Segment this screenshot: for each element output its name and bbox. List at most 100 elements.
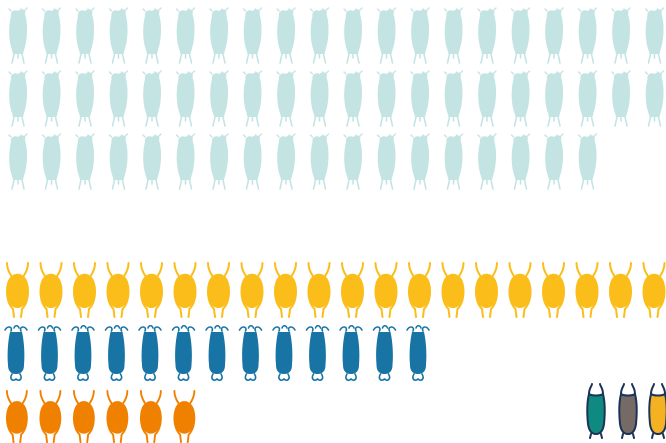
seated-figure-icon bbox=[242, 133, 263, 190]
legend-gray-figure bbox=[618, 383, 638, 439]
seated-figure-icon bbox=[276, 133, 296, 190]
swirl-figure-icon bbox=[104, 324, 129, 381]
seated-figure-icon bbox=[75, 133, 95, 190]
seated-figure-icon bbox=[343, 70, 363, 127]
seated-figure-icon bbox=[309, 133, 330, 190]
seated-figure-icon bbox=[41, 70, 62, 127]
seated-figure-icon bbox=[544, 133, 564, 190]
horned-figure-icon bbox=[5, 389, 28, 443]
seated-figure-icon bbox=[611, 70, 631, 127]
horned-figure-icon bbox=[407, 262, 432, 318]
horned-figure-icon bbox=[307, 262, 331, 318]
seated-figure-icon bbox=[8, 70, 28, 127]
swirl-figure-icon bbox=[305, 324, 330, 381]
swirl-figure-icon bbox=[272, 324, 296, 381]
seated-figure-icon bbox=[510, 70, 531, 127]
horned-figure-icon bbox=[173, 262, 197, 318]
seated-figure-icon bbox=[276, 7, 296, 64]
legend-yellow-figure bbox=[648, 383, 666, 439]
seated-figure-icon bbox=[108, 133, 129, 190]
horned-figure-icon bbox=[72, 262, 97, 318]
horned-figure-icon bbox=[642, 262, 666, 318]
amber-group bbox=[5, 262, 666, 318]
seated-figure-icon bbox=[644, 70, 665, 127]
seated-figure-icon bbox=[376, 7, 397, 64]
swirl-figure-icon bbox=[406, 324, 430, 381]
seated-figure-icon bbox=[376, 133, 397, 190]
horned-figure-icon bbox=[72, 389, 95, 443]
seated-figure-icon bbox=[477, 133, 497, 190]
seated-figure-icon bbox=[644, 7, 665, 64]
horned-figure-icon bbox=[39, 262, 63, 318]
seated-figure-icon bbox=[75, 70, 95, 127]
seated-figure-icon bbox=[209, 7, 229, 64]
swirl-figure-icon bbox=[205, 324, 229, 381]
seated-figure-icon bbox=[41, 133, 62, 190]
horned-figure-icon bbox=[508, 262, 532, 318]
horned-figure-icon bbox=[240, 262, 264, 318]
swirl-figure-icon bbox=[71, 324, 95, 381]
legend bbox=[586, 383, 666, 439]
seated-figure-icon bbox=[309, 70, 330, 127]
horned-figure-icon bbox=[441, 262, 465, 318]
seated-figure-icon bbox=[577, 7, 598, 64]
seated-figure-icon bbox=[8, 7, 28, 64]
swirl-figure-icon bbox=[171, 324, 196, 381]
seated-figure-icon bbox=[242, 7, 263, 64]
seated-figure-icon bbox=[410, 133, 430, 190]
seated-figure-icon bbox=[242, 70, 263, 127]
seated-figure-icon bbox=[175, 7, 196, 64]
horned-figure-icon bbox=[206, 262, 231, 318]
seated-figure-icon bbox=[477, 70, 497, 127]
horned-figure-icon bbox=[474, 262, 499, 318]
seated-figure-icon bbox=[276, 70, 296, 127]
swirl-figure-icon bbox=[37, 324, 62, 381]
seated-figure-icon bbox=[544, 7, 564, 64]
seated-figure-icon bbox=[108, 7, 129, 64]
seated-figure-icon bbox=[443, 70, 464, 127]
horned-figure-icon bbox=[575, 262, 599, 318]
seated-figure-icon bbox=[209, 133, 229, 190]
horned-figure-icon bbox=[5, 262, 30, 318]
swirl-figure-icon bbox=[4, 324, 28, 381]
horned-figure-icon bbox=[139, 262, 164, 318]
seated-figure-icon bbox=[510, 7, 531, 64]
horned-figure-icon bbox=[39, 389, 62, 443]
seated-figure-icon bbox=[75, 7, 95, 64]
light-teal-group bbox=[8, 7, 665, 190]
swirl-figure-icon bbox=[238, 324, 263, 381]
horned-figure-icon bbox=[340, 262, 365, 318]
horned-figure-icon bbox=[106, 389, 129, 443]
seated-figure-icon bbox=[142, 133, 162, 190]
seated-figure-icon bbox=[142, 70, 162, 127]
orange-group bbox=[5, 389, 196, 443]
horned-figure-icon bbox=[106, 262, 130, 318]
seated-figure-icon bbox=[544, 70, 564, 127]
seated-figure-icon bbox=[443, 133, 464, 190]
seated-figure-icon bbox=[142, 7, 162, 64]
seated-figure-icon bbox=[410, 7, 430, 64]
horned-figure-icon bbox=[608, 262, 633, 318]
seated-figure-icon bbox=[577, 70, 598, 127]
horned-figure-icon bbox=[139, 389, 162, 443]
seated-figure-icon bbox=[611, 7, 631, 64]
horned-figure-icon bbox=[374, 262, 398, 318]
legend-teal-figure bbox=[586, 383, 606, 439]
swirl-figure-icon bbox=[372, 324, 397, 381]
horned-figure-icon bbox=[541, 262, 566, 318]
swirl-figure-icon bbox=[339, 324, 363, 381]
seated-figure-icon bbox=[175, 133, 196, 190]
seated-figure-icon bbox=[477, 7, 497, 64]
seated-figure-icon bbox=[510, 133, 531, 190]
seated-figure-icon bbox=[41, 7, 62, 64]
seated-figure-icon bbox=[343, 7, 363, 64]
seated-figure-icon bbox=[376, 70, 397, 127]
seated-figure-icon bbox=[443, 7, 464, 64]
blue-group bbox=[4, 324, 430, 381]
seated-figure-icon bbox=[209, 70, 229, 127]
horned-figure-icon bbox=[273, 262, 298, 318]
seated-figure-icon bbox=[8, 133, 28, 190]
horned-figure-icon bbox=[173, 389, 196, 443]
seated-figure-icon bbox=[343, 133, 363, 190]
